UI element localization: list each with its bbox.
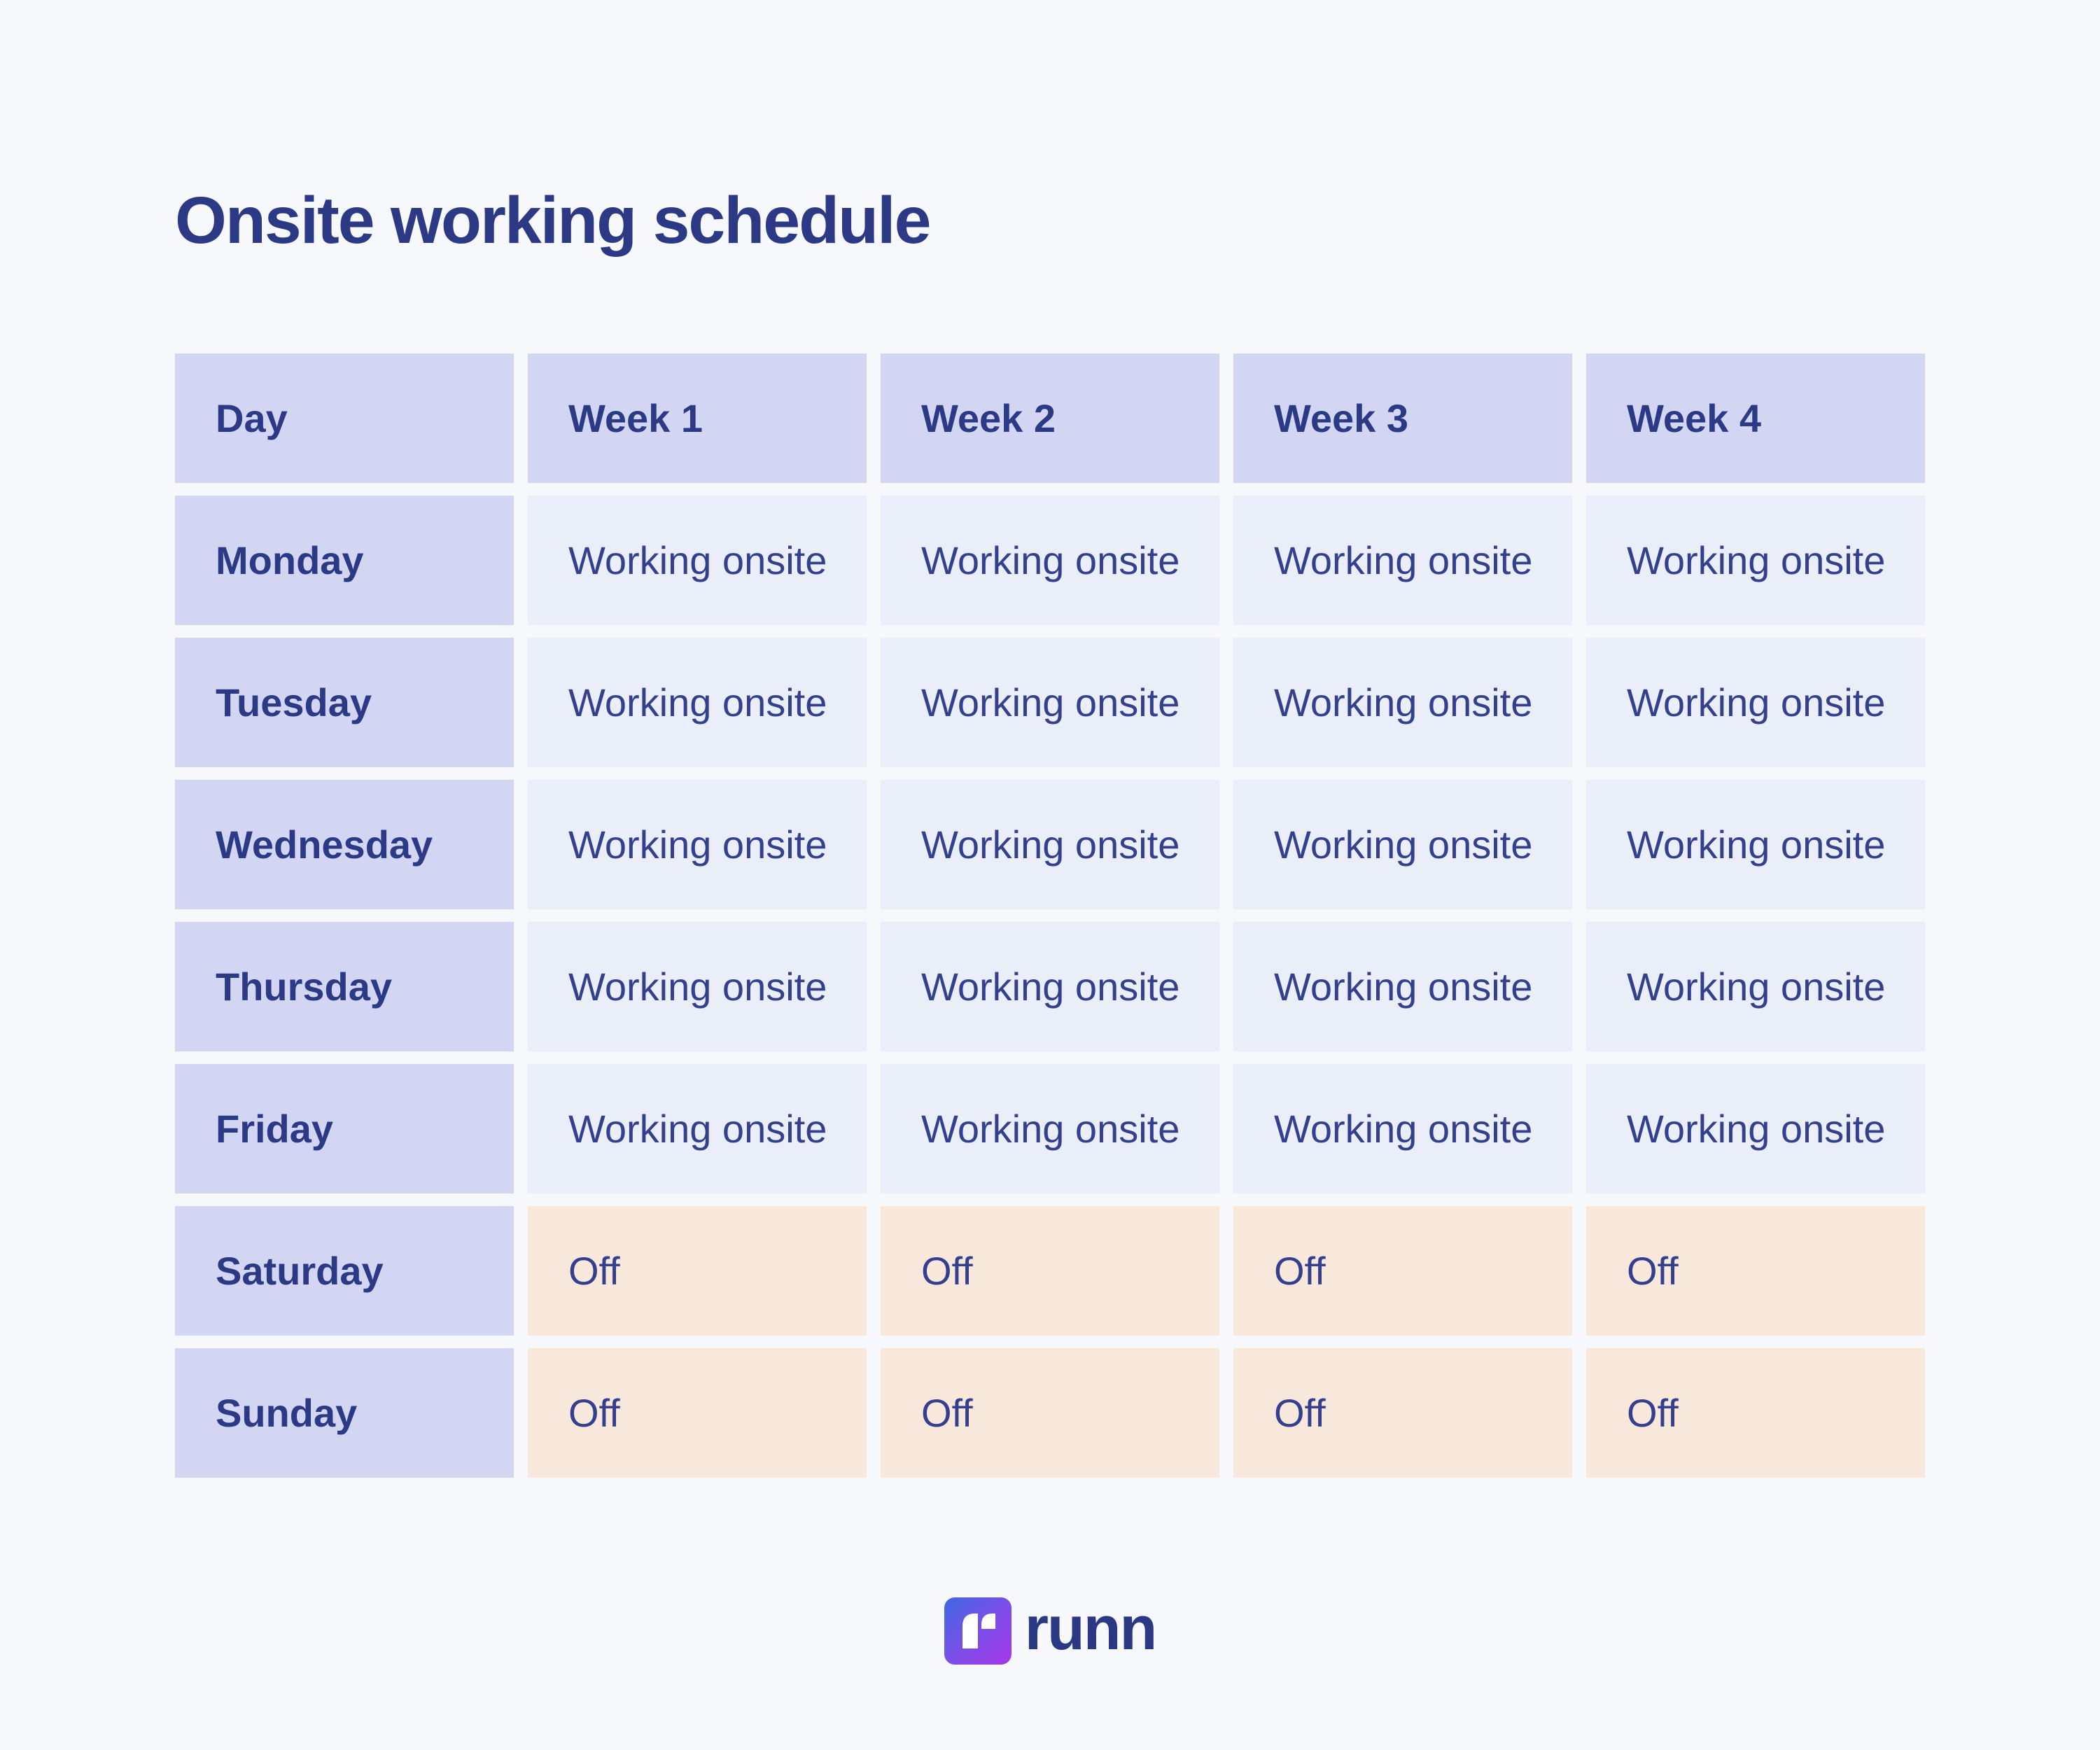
schedule-cell: Working onsite: [1586, 1064, 1925, 1194]
runn-logo-icon: [944, 1597, 1011, 1665]
schedule-cell: Off: [881, 1206, 1219, 1336]
schedule-cell: Working onsite: [881, 1064, 1219, 1194]
schedule-cell: Off: [528, 1206, 867, 1336]
schedule-cell: Working onsite: [1233, 638, 1572, 767]
day-cell: Monday: [175, 496, 514, 625]
column-header-cell: Week 4: [1586, 354, 1925, 483]
schedule-cell: Working onsite: [1586, 922, 1925, 1051]
schedule-cell: Working onsite: [881, 638, 1219, 767]
schedule-cell: Working onsite: [1233, 922, 1572, 1051]
day-cell: Saturday: [175, 1206, 514, 1336]
page-title: Onsite working schedule: [175, 183, 931, 258]
schedule-cell: Off: [1233, 1206, 1572, 1336]
schedule-cell: Working onsite: [881, 496, 1219, 625]
column-header-cell: Week 2: [881, 354, 1219, 483]
runn-logo: runn: [0, 1597, 2100, 1665]
schedule-table: Day Week 1 Week 2 Week 3 Week 4 Monday Working…: [175, 354, 1925, 1478]
column-header-cell: Day: [175, 354, 514, 483]
schedule-cell: Working onsite: [1233, 496, 1572, 625]
schedule-cell: Working onsite: [528, 780, 867, 909]
day-cell: Tuesday: [175, 638, 514, 767]
schedule-cell: Off: [1586, 1206, 1925, 1336]
day-cell: Thursday: [175, 922, 514, 1051]
schedule-cell: Working onsite: [1586, 638, 1925, 767]
column-header-cell: Week 3: [1233, 354, 1572, 483]
day-cell: Sunday: [175, 1348, 514, 1478]
schedule-cell: Off: [881, 1348, 1219, 1478]
runn-wordmark: runn: [1024, 1593, 1158, 1662]
schedule-cell: Working onsite: [881, 922, 1219, 1051]
column-header-cell: Week 1: [528, 354, 867, 483]
day-cell: Friday: [175, 1064, 514, 1194]
schedule-cell: Working onsite: [528, 496, 867, 625]
schedule-cell: Working onsite: [528, 638, 867, 767]
schedule-cell: Off: [1233, 1348, 1572, 1478]
day-cell: Wednesday: [175, 780, 514, 909]
schedule-cell: Working onsite: [1586, 496, 1925, 625]
schedule-cell: Working onsite: [1233, 780, 1572, 909]
schedule-cell: Working onsite: [1586, 780, 1925, 909]
schedule-cell: Off: [1586, 1348, 1925, 1478]
schedule-cell: Working onsite: [528, 922, 867, 1051]
schedule-cell: Off: [528, 1348, 867, 1478]
schedule-cell: Working onsite: [1233, 1064, 1572, 1194]
schedule-cell: Working onsite: [528, 1064, 867, 1194]
schedule-cell: Working onsite: [881, 780, 1219, 909]
